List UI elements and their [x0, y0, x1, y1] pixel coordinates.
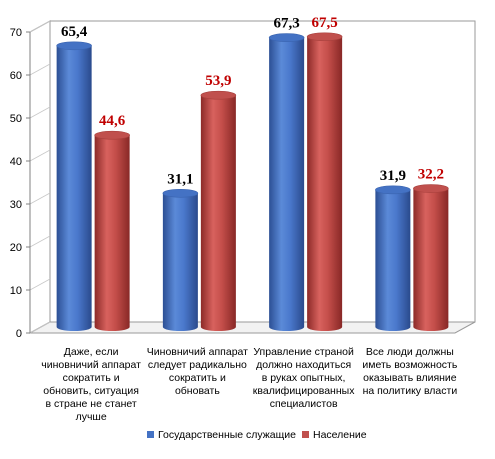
- bar-top: [268, 33, 305, 42]
- category-label: Все люди должны иметь возможность оказыват…: [362, 346, 457, 397]
- bar-body: [56, 45, 92, 331]
- category-label: Управление страной должно находиться в рук…: [253, 346, 355, 410]
- bar-top: [162, 188, 199, 198]
- y-tick-side-line: [29, 149, 51, 162]
- y-tick-side-line: [29, 192, 51, 205]
- bar-top: [375, 185, 411, 195]
- data-label: 67,3: [274, 16, 300, 32]
- category-label: Чиновничий аппарат следует радикально сокр…: [147, 346, 248, 397]
- legend-item: Государственные служащие: [147, 429, 296, 441]
- y-tick-label: 70: [10, 27, 22, 39]
- bar: [306, 32, 343, 331]
- y-tick-label: 20: [10, 242, 22, 254]
- legend-swatch: [147, 431, 154, 438]
- y-tick-side-line: [29, 63, 51, 76]
- bar-body: [162, 193, 198, 331]
- bar-body: [269, 37, 305, 332]
- bar: [413, 184, 449, 331]
- legend-swatch: [302, 431, 309, 438]
- y-tick-side-line: [29, 106, 51, 119]
- y-tick-side-line: [29, 321, 51, 334]
- bar-top: [56, 41, 92, 51]
- bar-top: [306, 32, 343, 42]
- bar: [94, 130, 130, 331]
- bar: [268, 33, 305, 332]
- bar-body: [307, 36, 343, 331]
- bar: [56, 41, 92, 331]
- y-tick-side-line: [29, 20, 51, 33]
- data-label: 31,9: [380, 168, 406, 184]
- y-tick-label: 0: [16, 328, 22, 340]
- data-label: 67,5: [312, 15, 338, 31]
- y-tick-label: 40: [10, 156, 22, 168]
- bar: [162, 188, 199, 331]
- data-label: 65,4: [61, 24, 88, 40]
- y-tick-side-line: [29, 235, 51, 248]
- bar-body: [375, 189, 411, 331]
- bar-top: [200, 90, 237, 100]
- y-tick-label: 60: [10, 70, 22, 82]
- bar-body: [94, 135, 130, 331]
- bar-top: [413, 184, 449, 193]
- bar-top: [94, 130, 130, 140]
- bar-body: [413, 188, 449, 331]
- bar: [375, 185, 411, 331]
- y-tick-label: 10: [10, 285, 22, 297]
- bar-body: [200, 95, 236, 331]
- y-tick-side-line: [29, 278, 51, 291]
- bar: [200, 90, 237, 331]
- legend-label: Государственные служащие: [158, 429, 296, 441]
- data-label: 31,1: [167, 171, 193, 187]
- y-tick-label: 30: [10, 199, 22, 211]
- legend-item: Население: [302, 429, 367, 441]
- data-label: 32,2: [418, 167, 444, 183]
- data-label: 53,9: [205, 73, 231, 89]
- y-tick-label: 50: [10, 113, 22, 125]
- legend-label: Население: [313, 429, 367, 441]
- side-wall: [29, 20, 51, 334]
- data-label: 44,6: [99, 113, 126, 129]
